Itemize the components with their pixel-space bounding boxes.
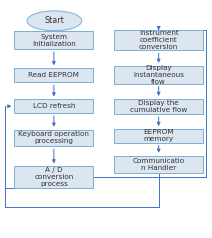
FancyBboxPatch shape [14, 68, 93, 82]
FancyBboxPatch shape [14, 130, 93, 146]
Text: LCD refresh: LCD refresh [33, 103, 75, 109]
Text: Display
instantaneous
flow: Display instantaneous flow [133, 65, 184, 85]
Ellipse shape [27, 11, 82, 31]
FancyBboxPatch shape [114, 30, 203, 50]
FancyBboxPatch shape [114, 129, 203, 143]
FancyBboxPatch shape [114, 156, 203, 174]
Text: Instrument
coefficient
conversion: Instrument coefficient conversion [139, 30, 179, 50]
Text: EEPROM
memory: EEPROM memory [143, 129, 174, 142]
Text: Read EEPROM: Read EEPROM [28, 72, 79, 78]
Text: Display the
cumulative flow: Display the cumulative flow [130, 100, 187, 113]
FancyBboxPatch shape [14, 99, 93, 113]
FancyBboxPatch shape [114, 99, 203, 114]
FancyBboxPatch shape [14, 166, 93, 188]
Text: System
Initialization: System Initialization [32, 34, 76, 47]
FancyBboxPatch shape [114, 66, 203, 84]
Text: Start: Start [45, 16, 64, 25]
Text: A / D
conversion
process: A / D conversion process [34, 167, 74, 187]
Text: Keyboard operation
processing: Keyboard operation processing [18, 131, 89, 144]
FancyBboxPatch shape [14, 31, 93, 49]
Text: Communicatio
n Handler: Communicatio n Handler [132, 158, 185, 171]
